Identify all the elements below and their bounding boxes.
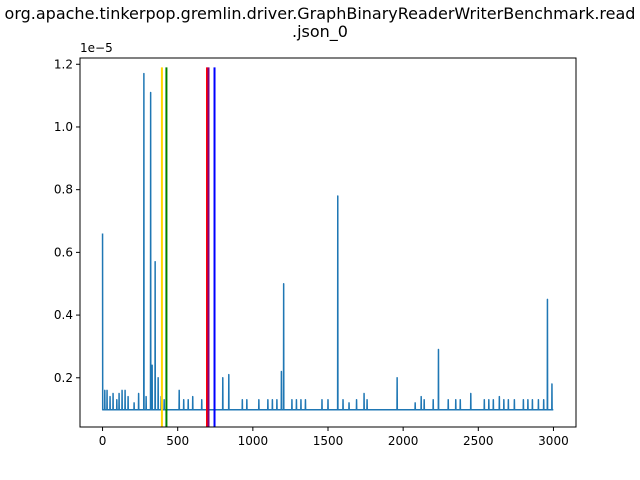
y-tick-label-0: 0.2 xyxy=(54,371,73,385)
series-line-0 xyxy=(101,72,554,411)
y-tick-label-4: 1.0 xyxy=(54,120,73,134)
x-tick-label-3: 1500 xyxy=(313,434,344,448)
y-tick-label-5: 1.2 xyxy=(54,57,73,71)
chart-title-line-1: org.apache.tinkerpop.gremlin.driver.Grap… xyxy=(4,4,636,23)
x-tick-label-1: 500 xyxy=(166,434,189,448)
y-tick-label-2: 0.6 xyxy=(54,245,73,259)
y-tick-label-3: 0.8 xyxy=(54,183,73,197)
y-axis-scale-label: 1e−5 xyxy=(80,41,113,55)
x-tick-label-2: 1000 xyxy=(238,434,269,448)
y-tick-label-1: 0.4 xyxy=(54,308,73,322)
x-tick-label-6: 3000 xyxy=(538,434,569,448)
chart-title-line-2: .json_0 xyxy=(292,22,348,41)
x-tick-label-5: 2500 xyxy=(463,434,494,448)
x-tick-label-0: 0 xyxy=(99,434,107,448)
x-tick-label-4: 2000 xyxy=(388,434,419,448)
